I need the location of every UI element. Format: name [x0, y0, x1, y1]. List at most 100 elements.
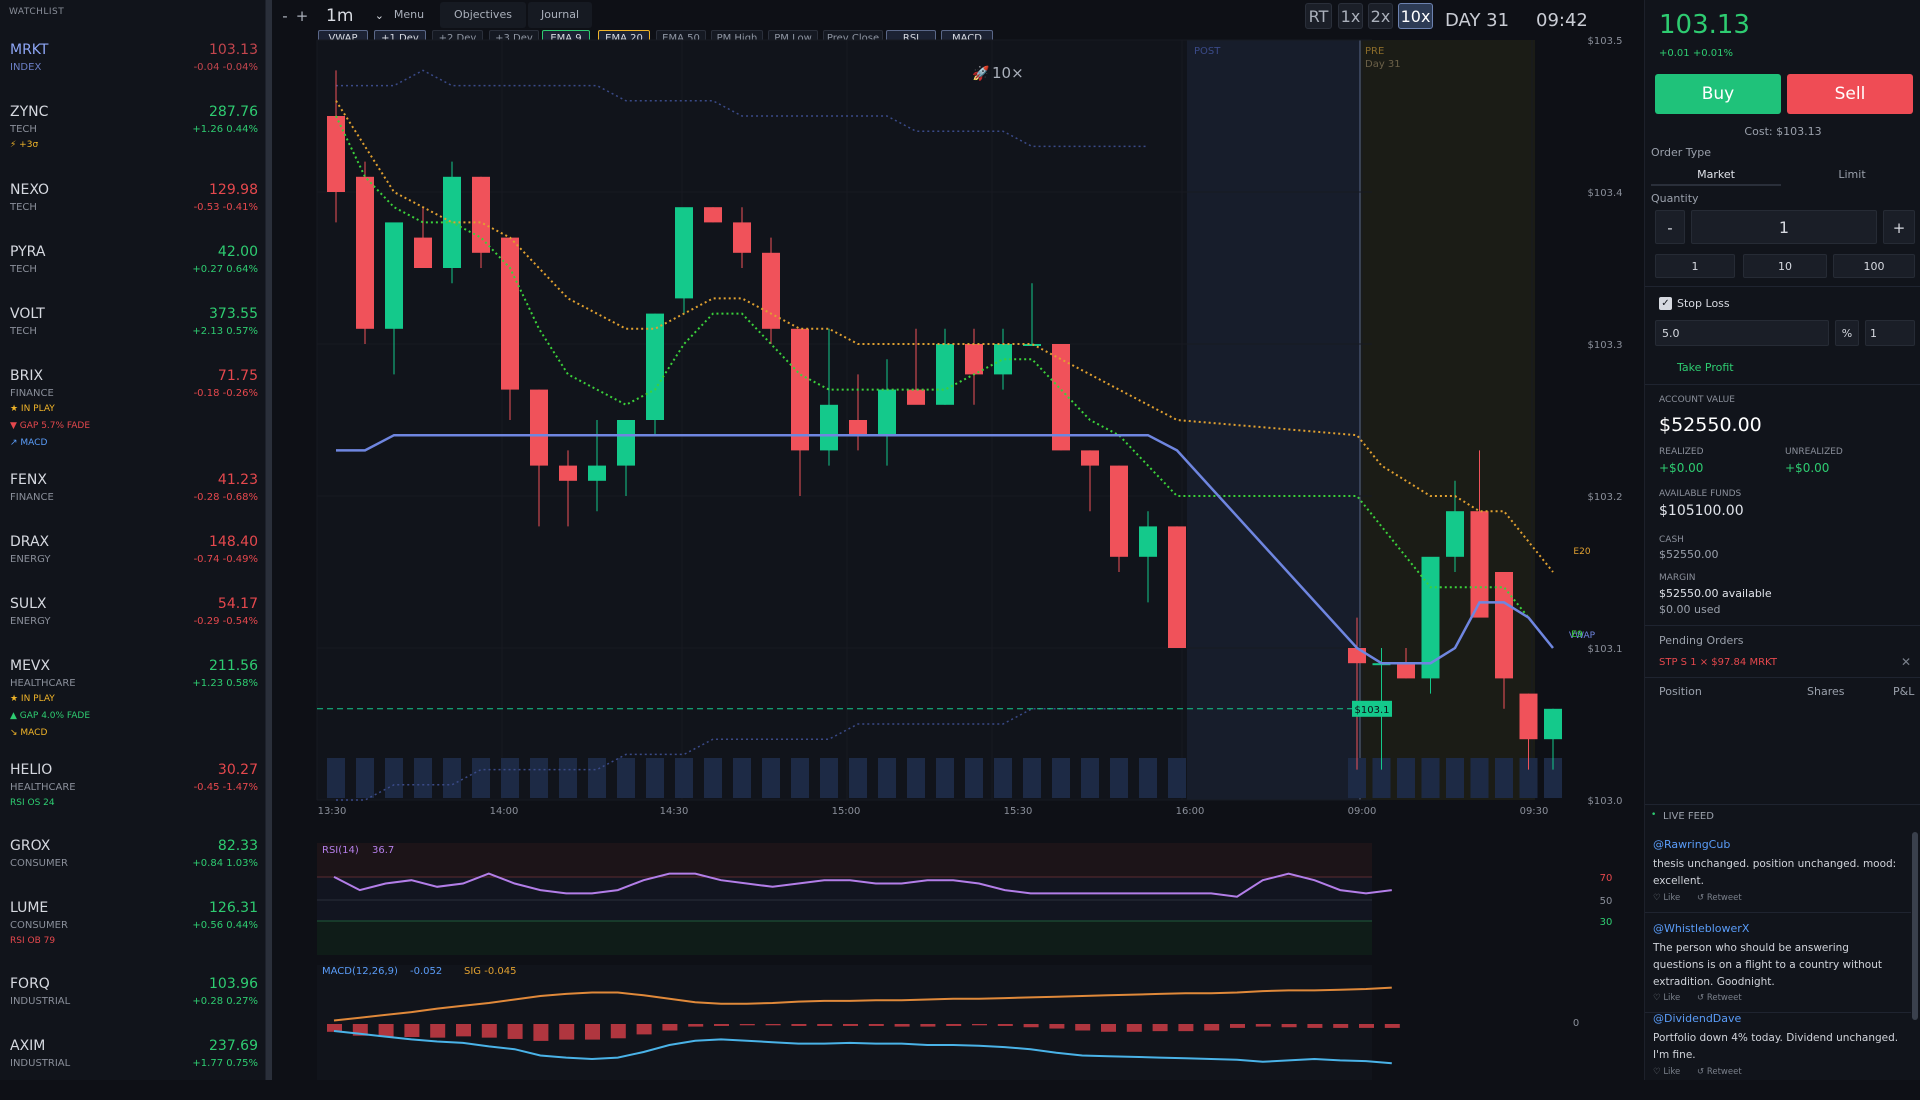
macd-histogram-bar [1359, 1024, 1374, 1028]
symbol: PYRA [10, 244, 46, 260]
take-profit-toggle[interactable]: Take Profit [1677, 361, 1734, 374]
retweet-button[interactable]: ↺ Retweet [1697, 1067, 1742, 1077]
watchlist-item-forq[interactable]: FORQ INDUSTRIAL 103.96 +0.28 0.27% [0, 976, 266, 1038]
feed-post-text: The person who should be answering quest… [1653, 942, 1883, 988]
candle-body [1081, 450, 1099, 466]
cancel-order-close-icon[interactable]: ✕ [1901, 655, 1912, 669]
watchlist-item-mrkt[interactable]: MRKT INDEX 103.13 -0.04 -0.04% [0, 42, 266, 104]
watchlist-item-mevx[interactable]: MEVX HEALTHCARE 211.56 +1.23 0.58% ★ IN PLAY… [0, 658, 266, 762]
stop-loss-unit[interactable]: % [1835, 320, 1859, 346]
like-button[interactable]: ♡ Like [1653, 1067, 1681, 1077]
quantity-preset-100[interactable]: 100 [1833, 254, 1915, 278]
feed-post-user[interactable]: @RawringCub [1653, 838, 1731, 851]
macd-pane [317, 965, 1372, 1080]
macd-histogram-bar [559, 1024, 575, 1040]
stop-loss-input[interactable]: 5.0 [1655, 320, 1829, 346]
candle-body [1110, 465, 1128, 557]
change: -0.04 -0.04% [193, 62, 258, 73]
price: 103.96 [209, 976, 258, 992]
y-axis-label: $103.1 [1588, 644, 1623, 655]
change: +2.13 0.57% [192, 326, 258, 337]
feed-post-user[interactable]: @DividendDave [1653, 1012, 1742, 1025]
macd-histogram-bar [1281, 1024, 1297, 1028]
order-type-market[interactable]: Market [1651, 164, 1781, 186]
order-type-limit[interactable]: Limit [1838, 168, 1866, 181]
quantity-input[interactable]: 1 [1691, 210, 1877, 244]
rsi-level-label: 50 [1600, 896, 1613, 907]
watchlist-item-volt[interactable]: VOLT TECH 373.55 +2.13 0.57% [0, 306, 266, 368]
speed-button-1x[interactable]: 1x [1338, 3, 1363, 29]
x-axis-label: 09:00 [1348, 806, 1377, 817]
macd-histogram-bar [765, 1024, 781, 1026]
macd-histogram-bar [920, 1024, 936, 1027]
timeframe-select[interactable]: 1m ⌄ [318, 3, 388, 29]
candle-body [588, 465, 606, 481]
watchlist-item-lume[interactable]: LUME CONSUMER 126.31 +0.56 0.44% RSI OB 79 [0, 900, 266, 976]
stop-loss-checkbox[interactable]: ✓ [1659, 297, 1672, 310]
change: -0.28 -0.68% [193, 492, 258, 503]
x-axis-label: 09:30 [1520, 806, 1549, 817]
stop-loss-qty[interactable]: 1 [1865, 320, 1915, 346]
price-chart[interactable]: $103.5 $103.4 $103.3 $103.2 $103.1 $103.0 13:3… [272, 0, 1644, 1080]
zoom-in-button[interactable]: + [295, 7, 309, 25]
rocket-icon: 🚀 [972, 65, 990, 82]
watchlist-item-helio[interactable]: HELIO HEALTHCARE 30.27 -0.45 -1.47% RSI OS 2… [0, 762, 266, 838]
objectives-button[interactable]: Objectives [440, 2, 526, 28]
retweet-button[interactable]: ↺ Retweet [1697, 893, 1742, 903]
quantity-preset-1[interactable]: 1 [1655, 254, 1735, 278]
watchlist-item-brix[interactable]: BRIX FINANCE 71.75 -0.18 -0.26% ★ IN PLAY ▼ G… [0, 368, 266, 472]
journal-button[interactable]: Journal [528, 2, 592, 28]
macd-histogram-bar [1049, 1024, 1065, 1029]
watchlist-scrollbar[interactable] [266, 0, 272, 1080]
watchlist-item-drax[interactable]: DRAX ENERGY 148.40 -0.74 -0.49% [0, 534, 266, 596]
menu-button[interactable]: Menu [393, 8, 425, 21]
watchlist-item-grox[interactable]: GROX CONSUMER 82.33 +0.84 1.03% [0, 838, 266, 900]
watchlist-item-zync[interactable]: ZYNC TECH 287.76 +1.26 0.44% ⚡ +3σ [0, 104, 266, 182]
stop-loss-label: Stop Loss [1677, 297, 1730, 310]
price: 211.56 [209, 658, 258, 674]
volume-bar [1372, 758, 1391, 798]
pre-market-shade [1360, 40, 1535, 800]
macd-histogram-bar [1384, 1024, 1400, 1028]
candle-body [1446, 511, 1464, 557]
order-cost: Cost: $103.13 [1744, 125, 1822, 138]
price: 126.31 [209, 900, 258, 916]
feed-post-user[interactable]: @WhistleblowerX [1653, 922, 1750, 935]
macd-histogram-bar [997, 1024, 1013, 1026]
speed-button-rt[interactable]: RT [1305, 3, 1332, 29]
macd-histogram-bar [1333, 1024, 1349, 1028]
watchlist-item-pyra[interactable]: PYRA TECH 42.00 +0.27 0.64% [0, 244, 266, 306]
x-axis-label: 15:30 [1004, 806, 1033, 817]
macd-label: MACD(12,26,9) [322, 966, 398, 977]
volume-bar [617, 758, 635, 798]
macd-histogram-bar [843, 1024, 858, 1026]
volume-bar [1081, 758, 1099, 798]
available-funds: $105100.00 [1659, 503, 1744, 519]
candle-body [501, 237, 519, 390]
candle-body [675, 207, 693, 299]
like-button[interactable]: ♡ Like [1653, 893, 1681, 903]
y-axis-label: $103.3 [1588, 340, 1623, 351]
speed-button-10x[interactable]: 10x [1398, 3, 1433, 29]
buy-button[interactable]: Buy [1655, 74, 1781, 114]
account-value: $52550.00 [1659, 414, 1762, 436]
change: +1.26 0.44% [192, 124, 258, 135]
watchlist-scrollbar-thumb[interactable] [266, 0, 272, 1080]
like-button[interactable]: ♡ Like [1653, 993, 1681, 1003]
pending-orders-label: Pending Orders [1659, 634, 1744, 647]
watchlist-item-fenx[interactable]: FENX FINANCE 41.23 -0.28 -0.68% [0, 472, 266, 534]
speed-button-2x[interactable]: 2x [1368, 3, 1393, 29]
watchlist-item-nexo[interactable]: NEXO TECH 129.98 -0.53 -0.41% [0, 182, 266, 244]
watchlist-item-sulx[interactable]: SULX ENERGY 54.17 -0.29 -0.54% [0, 596, 266, 658]
zoom-out-button[interactable]: - [282, 7, 288, 25]
price-change: +0.01 +0.01% [1659, 48, 1733, 59]
candle-body [762, 252, 780, 329]
feed-scrollbar[interactable] [1912, 832, 1918, 1020]
quantity-decrement-button[interactable]: - [1655, 210, 1685, 244]
retweet-button[interactable]: ↺ Retweet [1697, 993, 1742, 1003]
quantity-increment-button[interactable]: + [1883, 210, 1915, 244]
quantity-preset-10[interactable]: 10 [1743, 254, 1827, 278]
sell-button[interactable]: Sell [1787, 74, 1913, 114]
quantity-label: Quantity [1651, 192, 1699, 205]
watchlist-item-axim[interactable]: AXIM INDUSTRIAL 237.69 +1.77 0.75% [0, 1038, 266, 1100]
